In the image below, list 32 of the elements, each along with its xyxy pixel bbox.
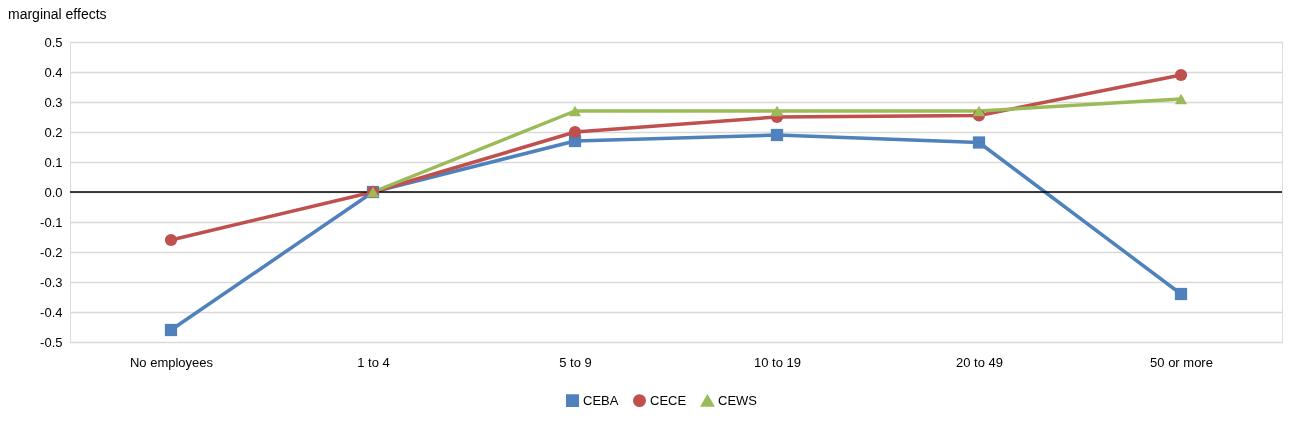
- point: [568, 125, 582, 139]
- point: [1174, 68, 1188, 82]
- y-tick-label: -0.1: [40, 214, 63, 230]
- y-tick-label: 0.5: [44, 34, 63, 50]
- point: [972, 136, 986, 149]
- x-tick-label: 10 to 19: [754, 354, 801, 370]
- y-tick-label: -0.3: [40, 274, 63, 290]
- point: [164, 323, 178, 337]
- y-axis-title: marginal effects: [8, 6, 107, 22]
- y-tick-label: 0.3: [44, 94, 63, 110]
- point: [1174, 287, 1188, 301]
- point: [770, 105, 784, 117]
- x-tick-label: 20 to 49: [956, 354, 1003, 370]
- point: [568, 105, 582, 117]
- y-tick-label: -0.4: [40, 304, 63, 320]
- x-tick-label: 50 or more: [1150, 354, 1213, 370]
- y-tick-label: -0.2: [40, 244, 63, 260]
- legend-label: CEWS: [718, 392, 758, 408]
- point: [164, 233, 178, 247]
- legend-label: CECE: [650, 392, 687, 408]
- point: [770, 128, 784, 142]
- legend-label: CEBA: [583, 392, 619, 408]
- y-tick-label: 0.0: [44, 184, 63, 200]
- x-tick-label: 5 to 9: [559, 354, 592, 370]
- y-tick-label: 0.2: [44, 124, 63, 140]
- y-tick-label: 0.4: [44, 64, 63, 80]
- y-tick-label: -0.5: [40, 334, 63, 350]
- y-tick-label: 0.1: [44, 154, 63, 170]
- point: [972, 105, 986, 117]
- x-tick-label: No employees: [129, 354, 214, 370]
- x-tick-label: 1 to 4: [357, 354, 390, 370]
- point: [1174, 93, 1188, 105]
